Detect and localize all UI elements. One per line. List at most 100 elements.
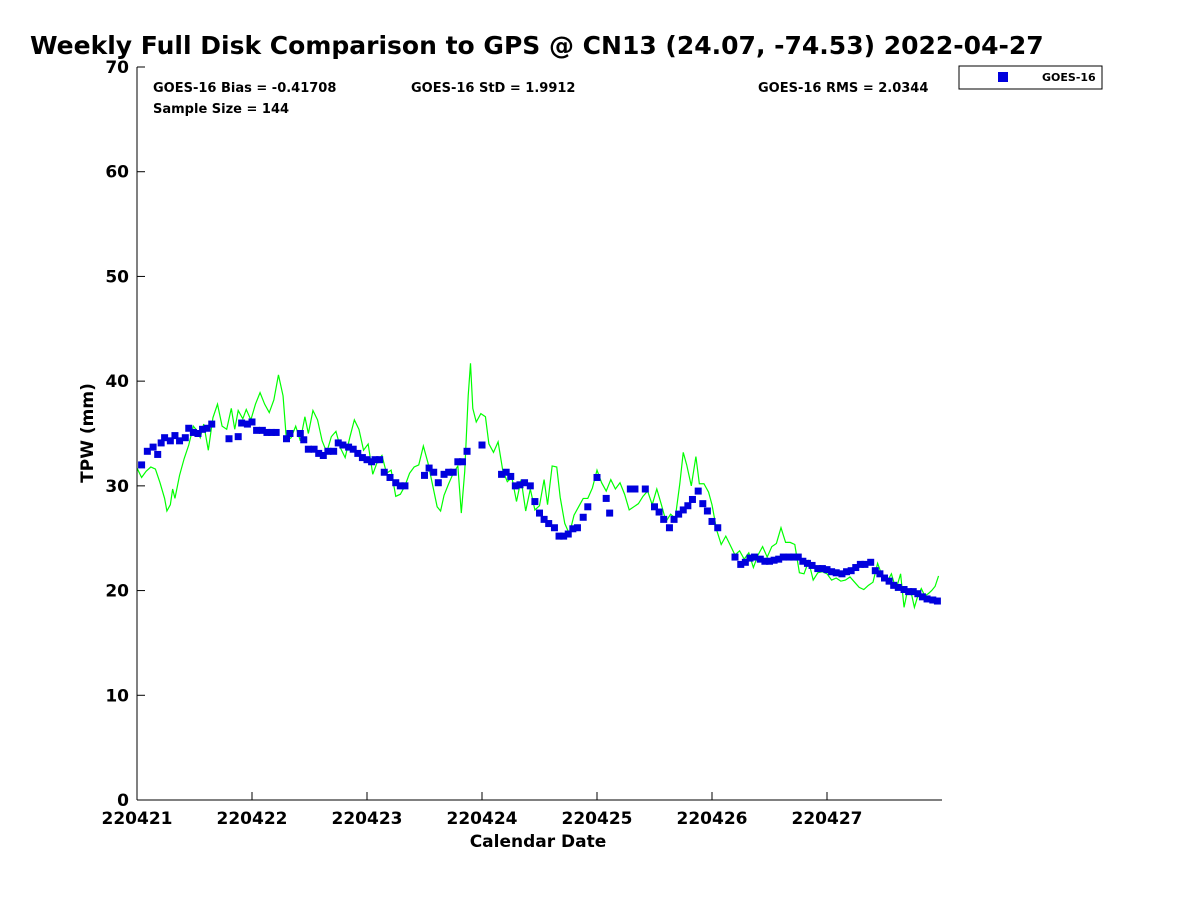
goes-point	[584, 503, 592, 511]
goes-point	[900, 586, 908, 594]
goes-point	[626, 485, 634, 493]
goes-point	[703, 507, 711, 515]
goes-point	[386, 473, 394, 481]
x-tick-label: 220427	[792, 809, 863, 829]
goes-point	[593, 473, 601, 481]
goes-point	[785, 553, 793, 561]
goes-point	[929, 596, 937, 604]
goes-point	[761, 557, 769, 565]
goes-point	[573, 524, 581, 532]
goes-point	[315, 449, 323, 457]
goes-point	[679, 506, 687, 514]
axis-ticks: 0 10 20 30 40 50 60 70 220421 220422 220423 220424 2…	[102, 58, 863, 829]
x-tick-label: 220422	[217, 809, 288, 829]
goes-point	[579, 513, 587, 521]
goes-point	[737, 560, 745, 568]
goes-point	[526, 482, 534, 490]
goes-point	[199, 425, 207, 433]
goes-point	[665, 524, 673, 532]
goes-point	[185, 424, 193, 432]
goes-point	[746, 554, 754, 562]
goes-point	[330, 447, 338, 455]
goes-point	[243, 420, 251, 428]
goes-point	[358, 454, 366, 462]
goes-point	[440, 470, 448, 478]
goes-point	[852, 564, 860, 572]
x-tick-label: 220426	[677, 809, 748, 829]
goes-point	[396, 482, 404, 490]
goes-point	[756, 555, 764, 563]
goes-point	[602, 494, 610, 502]
goes-point	[203, 424, 211, 432]
legend-goes-marker	[998, 72, 1008, 82]
goes-point	[268, 428, 276, 436]
y-tick-label: 20	[105, 582, 129, 602]
goes-point	[376, 456, 384, 464]
y-tick-label: 70	[105, 58, 129, 78]
goes-point	[871, 567, 879, 575]
goes-point	[814, 565, 822, 573]
goes-point	[843, 568, 851, 576]
goes-point	[881, 574, 888, 582]
goes-point	[832, 569, 840, 577]
x-tick-label: 220421	[102, 809, 173, 829]
goes-point	[157, 439, 165, 447]
goes-point	[507, 472, 515, 480]
goes-point	[808, 561, 816, 569]
goes-point	[688, 495, 696, 503]
goes-point	[339, 441, 347, 449]
std-stat: GOES-16 StD = 1.9912	[411, 81, 575, 96]
goes-point	[138, 461, 146, 469]
x-tick-label: 220423	[332, 809, 403, 829]
x-tick-label: 220424	[447, 809, 518, 829]
goes-point	[194, 430, 202, 437]
goes-point	[675, 510, 683, 518]
goes-point	[708, 517, 716, 525]
goes-point	[560, 532, 568, 540]
goes-point	[828, 568, 836, 576]
legend-box	[958, 65, 1103, 90]
goes-point	[521, 479, 529, 487]
goes-point	[775, 555, 783, 563]
goes-point	[300, 436, 308, 444]
goes-point	[684, 502, 692, 510]
legend-goes-label: GOES-16	[1042, 71, 1096, 84]
goes-point	[540, 515, 548, 523]
goes-point	[641, 485, 649, 493]
y-tick-label: 60	[105, 163, 129, 183]
goes-point	[555, 532, 563, 540]
goes-point	[856, 560, 864, 568]
y-axis-label: TPW (mm)	[78, 383, 98, 483]
goes-point	[166, 437, 174, 445]
goes-point	[655, 508, 663, 516]
goes-point	[550, 524, 558, 532]
goes-point	[463, 447, 471, 455]
goes-point	[430, 468, 438, 476]
goes-point	[176, 437, 184, 445]
goes-point	[149, 443, 157, 451]
sample-size-stat: Sample Size = 144	[153, 102, 289, 117]
goes-point	[171, 432, 179, 440]
goes-point	[154, 450, 162, 458]
goes-point	[324, 447, 332, 455]
goes-point	[334, 439, 342, 447]
goes-point	[425, 464, 433, 472]
goes-point	[531, 498, 539, 506]
goes-point	[694, 487, 702, 495]
goes-point	[181, 434, 189, 442]
goes-point	[790, 553, 798, 561]
goes-point	[933, 597, 941, 605]
goes-point	[660, 515, 668, 523]
goes-point	[363, 456, 371, 464]
x-tick-label: 220425	[562, 809, 633, 829]
goes-point	[731, 553, 739, 561]
plot-marks	[136, 363, 941, 610]
goes-point	[445, 468, 453, 476]
goes-point	[923, 595, 931, 603]
goes-point	[380, 468, 388, 476]
legend: GOES-16	[958, 65, 1103, 90]
x-axis-label: Calendar Date	[470, 832, 607, 852]
goes-point	[449, 468, 457, 476]
goes-point	[253, 426, 261, 434]
